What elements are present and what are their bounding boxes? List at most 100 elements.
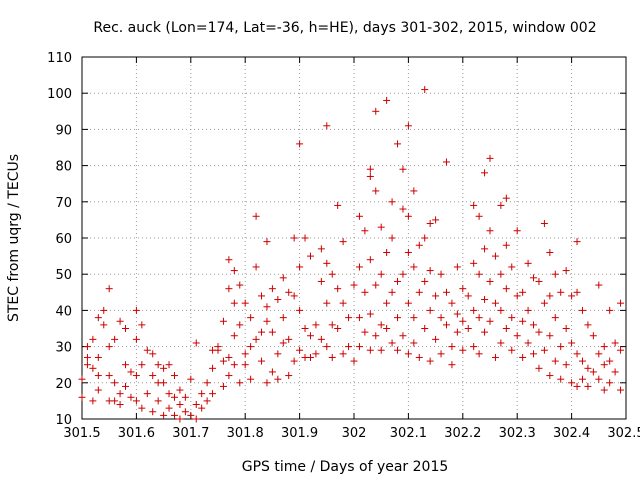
data-point (442, 288, 450, 296)
data-point (328, 353, 336, 361)
data-point (584, 364, 592, 372)
data-point (394, 140, 402, 148)
data-point (263, 317, 271, 325)
data-point (290, 292, 298, 300)
data-point (475, 270, 483, 278)
data-point (540, 299, 548, 307)
data-point (165, 404, 173, 412)
data-point (573, 350, 581, 358)
data-point (138, 404, 146, 412)
data-point (578, 357, 586, 365)
data-point (508, 263, 516, 271)
data-point (160, 379, 168, 387)
data-point (540, 346, 548, 354)
data-point (230, 267, 238, 275)
data-point (568, 379, 576, 387)
data-point (399, 270, 407, 278)
data-point (209, 364, 217, 372)
data-point (415, 241, 423, 249)
data-point (459, 285, 467, 293)
data-point (94, 372, 102, 380)
data-point (486, 154, 494, 162)
data-point (383, 96, 391, 104)
data-point (350, 281, 358, 289)
data-point (296, 140, 304, 148)
data-point (573, 382, 581, 390)
data-point (513, 292, 521, 300)
data-point (247, 314, 255, 322)
data-point (377, 321, 385, 329)
data-point (388, 339, 396, 347)
data-point (486, 227, 494, 235)
data-point (361, 227, 369, 235)
data-point (160, 364, 168, 372)
data-point (241, 350, 249, 358)
data-point (236, 379, 244, 387)
data-point (481, 245, 489, 253)
data-point (78, 393, 86, 401)
data-point (426, 220, 434, 228)
data-point (383, 248, 391, 256)
data-point (535, 277, 543, 285)
data-point (421, 234, 429, 242)
data-point (170, 393, 178, 401)
y-tick-label: 110 (47, 51, 72, 66)
data-point (606, 306, 614, 314)
data-point (268, 328, 276, 336)
data-point (312, 350, 320, 358)
data-point (464, 292, 472, 300)
data-point (116, 390, 124, 398)
data-point (442, 158, 450, 166)
data-point (192, 339, 200, 347)
data-point (404, 299, 412, 307)
x-tick-label: 302.3 (499, 426, 536, 441)
data-point (132, 335, 140, 343)
data-point (551, 270, 559, 278)
data-point (230, 361, 238, 369)
data-point (176, 401, 184, 409)
data-point (143, 346, 151, 354)
x-tick-label: 301.5 (63, 426, 100, 441)
data-point (600, 386, 608, 394)
x-tick-labels: 301.5 301.6 301.7 301.8 301.9 302 302.1 302.2 30… (63, 426, 640, 441)
data-point (453, 263, 461, 271)
data-point (557, 288, 565, 296)
data-point (339, 350, 347, 358)
data-point (470, 343, 478, 351)
data-point (274, 375, 282, 383)
data-point (334, 285, 342, 293)
data-point (540, 220, 548, 228)
data-point (116, 317, 124, 325)
data-point (546, 292, 554, 300)
data-point (611, 339, 619, 347)
x-tick-label: 301.9 (281, 426, 318, 441)
data-point (426, 357, 434, 365)
data-point (328, 270, 336, 278)
data-point (410, 314, 418, 322)
data-point (546, 332, 554, 340)
data-point (519, 317, 527, 325)
data-point (176, 415, 184, 423)
data-point (83, 361, 91, 369)
x-tick-label: 302 (342, 426, 367, 441)
data-point (432, 335, 440, 343)
data-point (149, 372, 157, 380)
data-point (192, 415, 200, 423)
data-point (491, 252, 499, 260)
y-tick-label: 60 (55, 232, 72, 247)
data-point (372, 332, 380, 340)
data-point (258, 357, 266, 365)
x-tick-label: 301.7 (172, 426, 209, 441)
y-tick-label: 40 (55, 304, 72, 319)
data-point (361, 288, 369, 296)
data-point (258, 292, 266, 300)
data-point (546, 248, 554, 256)
data-point (448, 299, 456, 307)
data-point (617, 386, 625, 394)
data-point (247, 343, 255, 351)
x-tick-label: 302.1 (390, 426, 427, 441)
data-point (404, 248, 412, 256)
data-point (497, 306, 505, 314)
grid-lines (82, 57, 626, 419)
